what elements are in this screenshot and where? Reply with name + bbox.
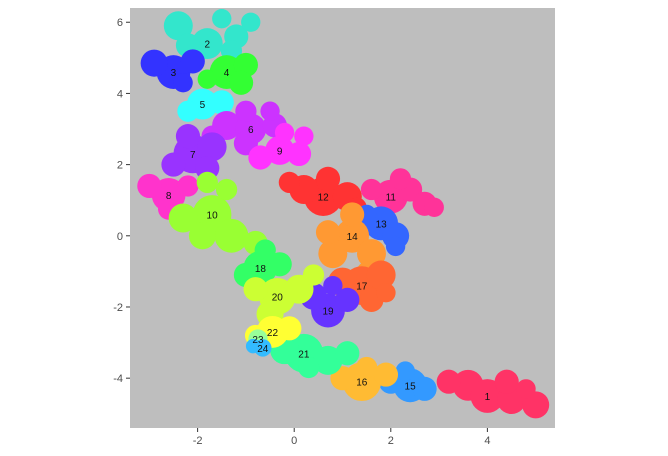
region-label-8: 8 — [166, 191, 172, 202]
region-10-blob — [216, 179, 237, 200]
x-tick-label: 2 — [388, 435, 394, 447]
region-label-15: 15 — [405, 381, 417, 392]
x-tick-label: 0 — [291, 435, 297, 447]
region-9-blob — [275, 123, 294, 142]
region-18-blob — [255, 239, 276, 260]
region-19-blob — [323, 276, 342, 295]
region-9-blob — [294, 126, 313, 145]
region-label-17: 17 — [356, 282, 368, 293]
region-label-20: 20 — [272, 292, 284, 303]
y-tick-label: 4 — [117, 88, 123, 100]
region-1-blob — [437, 370, 461, 394]
region-label-7: 7 — [190, 150, 196, 161]
region-2-blob — [241, 13, 260, 32]
region-3-blob — [181, 49, 205, 73]
y-axis: 6 4 2 0 -2 -4 — [113, 17, 130, 385]
region-label-24: 24 — [257, 344, 269, 355]
x-tick-label: 4 — [484, 435, 490, 447]
region-17-blob — [376, 283, 395, 302]
region-10-blob — [197, 172, 218, 193]
region-label-18: 18 — [255, 264, 267, 275]
region-6-blob — [235, 101, 256, 122]
region-15-blob — [396, 361, 415, 380]
region-16-blob — [356, 357, 377, 378]
region-4-blob — [198, 70, 217, 89]
region-20-blob — [243, 277, 267, 301]
region-label-4: 4 — [224, 68, 230, 79]
region-14-blob — [340, 202, 364, 226]
region-9-blob — [248, 145, 272, 169]
region-21-blob — [335, 341, 359, 365]
region-label-16: 16 — [356, 378, 368, 389]
region-13-blob — [386, 237, 405, 256]
region-label-6: 6 — [248, 125, 254, 136]
region-7-blob — [161, 153, 185, 177]
region-12-blob — [316, 167, 340, 191]
region-16-blob — [374, 363, 398, 387]
region-11-blob — [425, 198, 444, 217]
region-10-blob — [189, 222, 216, 249]
region-10-blob — [215, 219, 249, 253]
region-1-blob — [516, 379, 535, 398]
region-22-blob — [277, 316, 301, 340]
region-8-blob — [137, 174, 161, 198]
region-label-19: 19 — [322, 307, 334, 318]
region-1-blob — [495, 370, 519, 394]
region-9-blob — [287, 142, 311, 166]
region-11-blob — [390, 168, 411, 189]
x-tick-label: -2 — [193, 435, 203, 447]
region-5-blob — [177, 101, 198, 122]
y-tick-label: -2 — [113, 302, 123, 314]
y-tick-label: -4 — [113, 373, 123, 385]
y-tick-label: 0 — [117, 231, 123, 243]
region-8-blob — [177, 175, 198, 196]
region-label-5: 5 — [200, 100, 206, 111]
region-label-22: 22 — [267, 328, 279, 339]
region-label-10: 10 — [207, 210, 219, 221]
region-6-blob — [260, 102, 279, 121]
region-label-21: 21 — [298, 349, 310, 360]
x-axis: -2 0 2 4 — [193, 428, 491, 447]
region-11-blob — [361, 179, 382, 200]
y-tick-label: 2 — [117, 160, 123, 172]
region-label-11: 11 — [386, 193, 397, 204]
region-label-13: 13 — [376, 219, 388, 230]
y-tick-label: 6 — [117, 17, 123, 29]
region-3-blob — [141, 50, 168, 77]
region-12-blob — [279, 172, 300, 193]
region-label-1: 1 — [485, 392, 491, 403]
region-label-2: 2 — [204, 40, 210, 51]
region-label-9: 9 — [277, 146, 283, 157]
region-2-blob — [212, 9, 231, 28]
region-15-blob — [413, 377, 437, 401]
region-3-blob — [173, 73, 192, 92]
region-label-3: 3 — [171, 68, 177, 79]
region-label-12: 12 — [318, 193, 330, 204]
region-4-blob — [229, 71, 253, 95]
region-7-blob — [176, 124, 200, 148]
region-label-14: 14 — [347, 232, 359, 243]
region-7-blob — [198, 132, 227, 161]
region-5-blob — [210, 90, 234, 114]
region-14-blob — [318, 239, 347, 268]
region-14-blob — [316, 220, 340, 244]
region-20-blob — [303, 264, 324, 285]
